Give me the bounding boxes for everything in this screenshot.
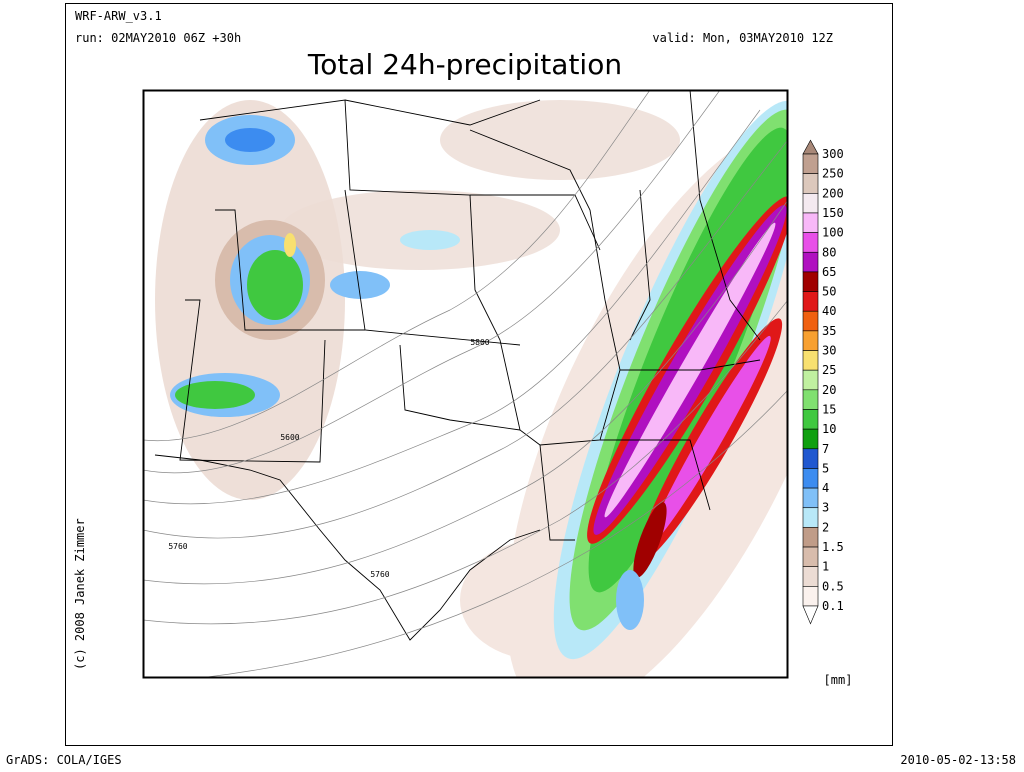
colorbar-label: 0.1 [822, 599, 844, 613]
colorbar-box [802, 448, 819, 469]
map-frame [142, 89, 789, 679]
colorbar-label: 3 [822, 501, 829, 515]
colorbar-label: 200 [822, 186, 844, 200]
colorbar-label: 100 [822, 226, 844, 240]
colorbar-label: 300 [822, 147, 844, 161]
colorbar-cap [802, 605, 819, 625]
colorbar-label: 15 [822, 402, 836, 416]
colorbar-label: 40 [822, 304, 836, 318]
credit: (c) 2008 Janek Zimmer [73, 518, 87, 670]
colorbar-label: 20 [822, 383, 836, 397]
colorbar-label: 0.5 [822, 579, 844, 593]
state-boundaries [154, 90, 761, 641]
colorbar-box [802, 428, 819, 450]
colorbar-label: 1 [822, 560, 829, 574]
colorbar-label: 50 [822, 285, 836, 299]
colorbar-box [802, 566, 819, 587]
precipitation-field [155, 100, 788, 678]
footer-left: GrADS: COLA/IGES [6, 753, 122, 767]
colorbar-label: 65 [822, 265, 836, 279]
height-contours [143, 90, 788, 678]
colorbar-box [802, 546, 819, 567]
model-label: WRF-ARW_v3.1 [75, 9, 162, 23]
run-label: run: 02MAY2010 06Z +30h [75, 31, 241, 45]
colorbar-box [802, 193, 819, 214]
colorbar-label: 2 [822, 520, 829, 534]
colorbar-box [802, 527, 819, 548]
colorbar-label: 7 [822, 442, 829, 456]
outer-frame [65, 3, 893, 746]
colorbar-box [802, 212, 819, 233]
contour-label: 5600 [280, 433, 299, 442]
map: 5800 5600 5760 5760 [142, 89, 789, 679]
colorbar-label: 80 [822, 245, 836, 259]
map-title: Total 24h-precipitation [307, 48, 622, 81]
colorbar-box [802, 291, 819, 312]
contour-label: 5800 [470, 338, 489, 347]
colorbar-box [802, 173, 819, 194]
valid-label: valid: Mon, 03MAY2010 12Z [652, 31, 833, 45]
colorbar-box [802, 251, 819, 273]
colorbar-label: 35 [822, 324, 836, 338]
colorbar-label: 250 [822, 167, 844, 181]
colorbar-label: 25 [822, 363, 836, 377]
colorbar-box [802, 389, 819, 410]
colorbar-label: 1.5 [822, 540, 844, 554]
colorbar-box [802, 409, 819, 430]
footer-right: 2010-05-02-13:58 [900, 753, 1016, 767]
colorbar-label: 150 [822, 206, 844, 220]
colorbar-box [802, 153, 819, 174]
colorbar-box [802, 350, 819, 371]
colorbar-label: 10 [822, 422, 836, 436]
colorbar-box [802, 232, 819, 253]
colorbar-label: 30 [822, 344, 836, 358]
colorbar-box [802, 271, 819, 292]
colorbar-box [802, 330, 819, 351]
colorbar-cap [802, 139, 819, 155]
colorbar: 300 250 200 150 100 80 65 50 40 35 30 25 20 15 10 7 5 4 3 2… [802, 139, 844, 625]
colorbar-box [802, 310, 819, 332]
contour-label: 5760 [370, 570, 389, 579]
colorbar-label: 4 [822, 481, 829, 495]
colorbar-box [802, 507, 819, 528]
colorbar-box [802, 369, 819, 391]
colorbar-unit: [mm] [824, 673, 853, 687]
colorbar-label: 5 [822, 461, 829, 475]
contour-label: 5760 [168, 542, 187, 551]
colorbar-box [802, 468, 819, 489]
colorbar-box [802, 487, 819, 509]
colorbar-box [802, 586, 819, 607]
